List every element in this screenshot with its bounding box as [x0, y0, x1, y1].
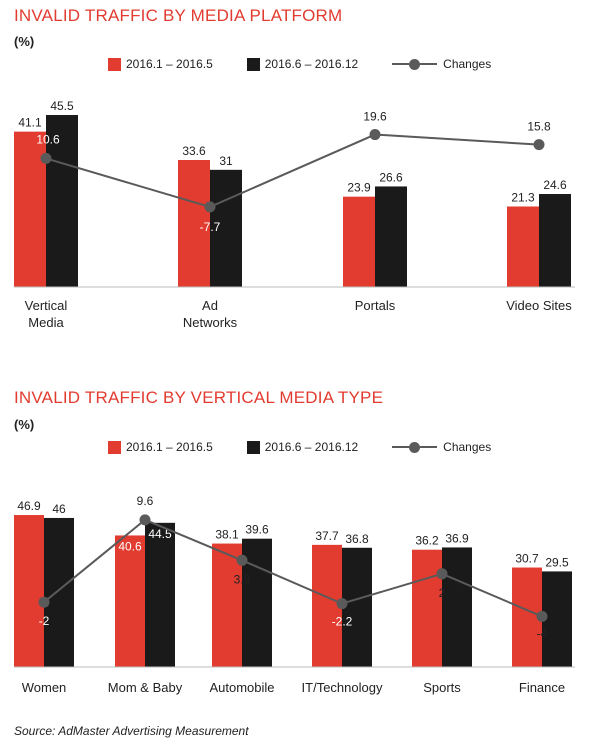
- changes-label: -2: [39, 614, 50, 628]
- chart2-legend: 2016.1 – 2016.5 2016.6 – 2016.12 Changes: [108, 440, 525, 454]
- red-square-icon: [108, 440, 121, 454]
- changes-label: 9.6: [137, 494, 154, 508]
- chart1-legend-series3: Changes: [392, 57, 491, 71]
- x-tick-label: Vertical: [25, 298, 68, 313]
- chart2-plot: 46.9 46 Women 40.6 44.5 Mom & Baby 38.1 39.6 Aut…: [14, 494, 575, 695]
- x-tick-label: Mom & Baby: [108, 680, 183, 695]
- data-label-series2: 45.5: [50, 99, 74, 113]
- data-label-series1: 36.2: [415, 534, 439, 548]
- x-tick-label: Women: [22, 680, 67, 695]
- red-square-icon: [108, 57, 121, 71]
- changes-label: 19.6: [363, 110, 387, 124]
- changes-label: -2.2: [332, 615, 353, 629]
- bar-series1: [115, 535, 145, 667]
- changes-line: [45, 133, 540, 208]
- data-label-series1: 23.9: [347, 181, 371, 195]
- chart2-title: INVALID TRAFFIC BY VERTICAL MEDIA TYPE: [14, 388, 384, 407]
- bar-series1: [412, 549, 442, 667]
- chart1-legend-series2: 2016.6 – 2016.12: [246, 57, 359, 71]
- x-tick-label: Networks: [183, 315, 238, 330]
- chart1-legend-series1-label: 2016.1 – 2016.5: [126, 57, 213, 71]
- changes-point: [336, 598, 348, 610]
- chart2-legend-series2-label: 2016.6 – 2016.12: [264, 440, 359, 454]
- x-tick-label: Sports: [423, 680, 461, 695]
- changes-line: [43, 518, 543, 618]
- changes-label: -7.7: [200, 220, 221, 234]
- chart2-legend-series1: 2016.1 – 2016.5: [108, 440, 213, 454]
- changes-point: [38, 596, 50, 608]
- chart2-unit: (%): [14, 417, 35, 432]
- bar-series2: [210, 169, 242, 287]
- changes-point: [436, 568, 448, 580]
- changes-label: -4: [537, 626, 548, 640]
- changes-point: [204, 201, 216, 213]
- x-tick-label: Finance: [519, 680, 565, 695]
- chart1-legend-series3-label: Changes: [443, 57, 492, 71]
- chart1-plot: 41.1 45.5 Vertical Media 33.6 31 Ad Networks 23.…: [14, 99, 575, 330]
- bar-series1: [178, 159, 210, 287]
- chart2-legend-series3: Changes: [392, 440, 491, 454]
- data-label-series2: 31: [219, 154, 233, 168]
- bar-series1: [212, 543, 242, 667]
- bar-series1: [343, 196, 375, 287]
- data-label-series1: 21.3: [511, 190, 535, 204]
- changes-point: [369, 129, 381, 141]
- chart1-legend-series1: 2016.1 – 2016.5: [108, 57, 213, 71]
- chart2-legend-series2: 2016.6 – 2016.12: [246, 440, 359, 454]
- bar-series1: [14, 515, 44, 667]
- data-label-series1: 37.7: [315, 529, 339, 543]
- changes-point: [236, 554, 248, 566]
- data-label-series2: 36.9: [445, 531, 469, 545]
- x-tick-label: Ad: [202, 298, 218, 313]
- x-tick-label: Automobile: [209, 680, 274, 695]
- chart2-legend-series1-label: 2016.1 – 2016.5: [126, 440, 213, 454]
- line-marker-icon: [392, 441, 438, 453]
- changes-label: 15.8: [527, 120, 551, 134]
- data-label-series2: 36.8: [345, 532, 369, 546]
- chart1-title: INVALID TRAFFIC BY MEDIA PLATFORM: [14, 6, 343, 25]
- changes-point: [40, 152, 52, 164]
- changes-point: [533, 139, 545, 151]
- black-square-icon: [246, 440, 260, 454]
- bar-series2: [442, 547, 472, 667]
- data-label-series2: 29.5: [545, 555, 569, 569]
- bar-series2: [375, 186, 407, 287]
- bar-series1: [312, 544, 342, 667]
- data-label-series1: 40.6: [118, 539, 142, 553]
- x-tick-label: Portals: [355, 298, 396, 313]
- data-label-series1: 41.1: [18, 116, 42, 130]
- changes-point: [139, 514, 151, 526]
- bar-series2: [542, 571, 572, 667]
- source-note: Source: AdMaster Advertising Measurement: [14, 724, 249, 738]
- data-label-series1: 30.7: [515, 552, 539, 566]
- changes-label: 10.6: [36, 132, 60, 146]
- chart1-legend-series2-label: 2016.6 – 2016.12: [264, 57, 359, 71]
- data-label-series1: 33.6: [182, 144, 206, 158]
- changes-point: [536, 610, 548, 622]
- data-label-series1: 38.1: [215, 528, 239, 542]
- bar-series2: [342, 547, 372, 667]
- x-tick-label: Media: [28, 315, 64, 330]
- bar-series2: [44, 517, 74, 667]
- data-label-series1: 46.9: [17, 499, 41, 513]
- bar-series2: [539, 194, 571, 287]
- chart1-legend: 2016.1 – 2016.5 2016.6 – 2016.12 Changes: [108, 57, 525, 71]
- data-label-series2: 39.6: [245, 523, 269, 537]
- data-label-series2: 24.6: [543, 178, 567, 192]
- x-tick-label: Video Sites: [506, 298, 572, 313]
- chart1-unit: (%): [14, 34, 35, 49]
- line-marker-icon: [392, 58, 438, 70]
- changes-label: 3.9: [234, 572, 251, 586]
- bar-series2: [46, 115, 78, 287]
- x-tick-label: IT/Technology: [302, 680, 383, 695]
- bar-series1: [507, 206, 539, 287]
- changes-label: 2: [439, 586, 446, 600]
- bar-series2: [145, 522, 175, 667]
- data-label-series2: 44.5: [148, 527, 172, 541]
- chart2-legend-series3-label: Changes: [443, 440, 492, 454]
- data-label-series2: 26.6: [379, 170, 403, 184]
- data-label-series2: 46: [52, 502, 66, 516]
- black-square-icon: [246, 57, 260, 71]
